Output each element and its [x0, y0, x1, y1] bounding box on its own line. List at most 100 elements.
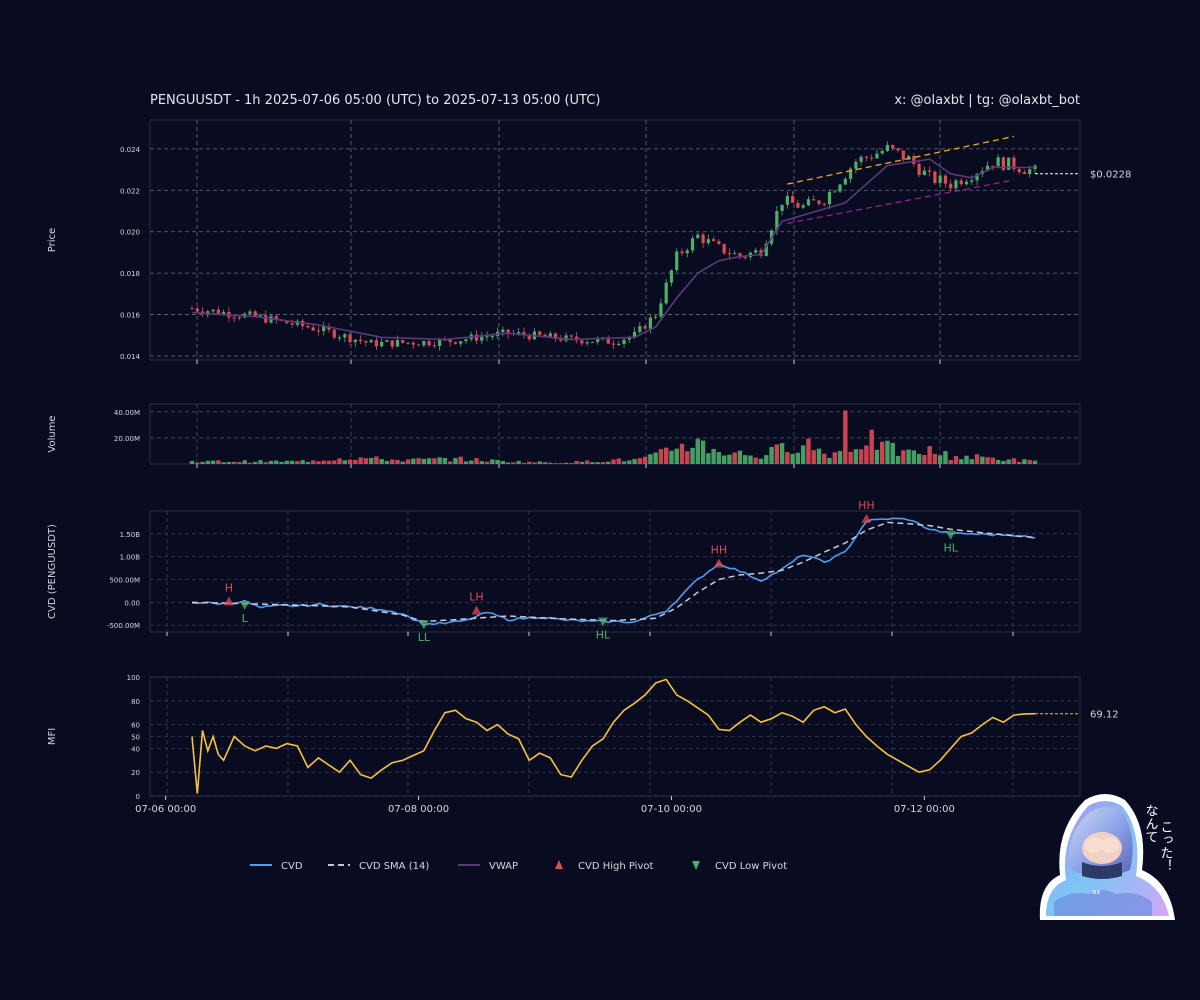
cvd-high-pivot-marker — [713, 558, 724, 568]
cvd-pivot-label: HH — [858, 499, 875, 512]
volume-bar — [421, 458, 427, 464]
volume-bar — [980, 456, 985, 464]
volume-bar — [553, 463, 558, 464]
volume-bar — [995, 459, 1001, 464]
candle-body — [885, 144, 890, 151]
price-plot: 0.014 0.016 0.018 0.020 0.022 0.024 $0.0228 — [120, 120, 1131, 364]
candle-body — [970, 180, 974, 182]
candle-body — [964, 181, 969, 185]
candle-body — [306, 326, 310, 328]
candle-body — [611, 343, 616, 345]
candle-body — [501, 329, 505, 333]
volume-bar — [653, 452, 658, 464]
volume-bar — [279, 461, 284, 464]
volume-bar — [906, 449, 911, 464]
candle-body — [706, 239, 710, 244]
candle-body — [401, 340, 405, 343]
candle-body — [648, 317, 652, 329]
candle-body — [222, 311, 226, 315]
candle-body — [343, 334, 347, 338]
legend-label: CVD Low Pivot — [715, 861, 787, 872]
candle-body — [359, 339, 363, 342]
volume-bar — [284, 460, 290, 464]
mfi-ytick-label: 60 — [131, 722, 140, 730]
candle-body — [949, 183, 953, 189]
candle-body — [237, 317, 242, 319]
volume-bar — [806, 438, 811, 464]
volume-bar — [500, 461, 506, 464]
volume-bar — [611, 459, 616, 464]
candle-body — [569, 335, 573, 337]
volume-bar — [1022, 459, 1027, 464]
candle-body — [833, 191, 837, 193]
volume-bar — [948, 460, 953, 464]
candle-body — [548, 333, 552, 337]
volume-bar — [1016, 461, 1022, 464]
price-ytick-label: 0.018 — [120, 270, 140, 278]
volume-bar — [289, 460, 295, 464]
candle-body — [374, 340, 379, 347]
volume-bar — [837, 451, 843, 464]
candle-body — [954, 180, 958, 189]
volume-bar — [432, 458, 437, 464]
legend-swatch — [555, 860, 563, 869]
volume-bar — [237, 462, 242, 464]
cvd-ytick-label: -500.00M — [107, 622, 140, 630]
volume-bar — [479, 461, 484, 464]
candle-body — [506, 329, 510, 334]
candle-body — [553, 333, 558, 339]
svg-text:ax: ax — [1092, 888, 1100, 896]
volume-bar — [263, 462, 268, 464]
cvd-frame — [149, 510, 1081, 633]
candle-body — [780, 204, 784, 211]
volume-bar — [268, 460, 274, 464]
candle-body — [822, 203, 826, 205]
volume-bar — [1011, 458, 1017, 464]
volume-bar — [706, 453, 711, 464]
cvd-high-pivot-marker — [861, 513, 872, 523]
volume-bar — [374, 456, 379, 464]
volume-bar — [937, 455, 943, 464]
candle-body — [459, 341, 463, 344]
volume-bar — [595, 462, 600, 464]
candle-body — [395, 340, 400, 347]
volume-bar — [822, 453, 827, 464]
candle-body — [975, 173, 979, 181]
volume-bar — [848, 451, 853, 464]
volume-bar — [305, 461, 311, 464]
volume-bar — [685, 451, 690, 464]
volume-bar — [1001, 460, 1006, 464]
last-price-label: $0.0228 — [1090, 170, 1131, 181]
volume-bar — [916, 454, 922, 464]
candle-body — [543, 334, 547, 337]
volume-bar — [637, 458, 643, 464]
volume-bar — [674, 448, 679, 464]
candle-body — [801, 205, 805, 208]
volume-bar — [732, 452, 737, 464]
volume-bar — [326, 460, 332, 464]
volume-bar — [527, 461, 532, 464]
candle-body — [933, 171, 937, 183]
cvd-pivot-label: HH — [711, 544, 728, 557]
candle-body — [917, 163, 921, 176]
volume-bar — [690, 447, 695, 464]
cvd-line — [191, 517, 1036, 627]
sticker-text-2: なんて — [1143, 804, 1158, 843]
volume-bar — [959, 459, 964, 464]
candle-body — [785, 196, 789, 205]
volume-bar — [779, 443, 785, 464]
cvd-pivot-label: H — [225, 581, 233, 594]
candle-body — [195, 308, 199, 312]
candle-body — [938, 175, 942, 183]
volume-bar — [606, 461, 611, 464]
candle-body — [448, 339, 452, 343]
cvd-pivot-label: HL — [596, 628, 611, 641]
legend-label: CVD High Pivot — [578, 861, 653, 872]
cvd-pivot-label: L — [242, 612, 249, 625]
volume-bar — [711, 448, 716, 464]
candle-body — [1007, 157, 1011, 170]
volume-bar — [231, 461, 237, 464]
candle-body — [743, 256, 747, 258]
volume-bar — [490, 459, 495, 464]
volume-bar — [874, 449, 880, 464]
